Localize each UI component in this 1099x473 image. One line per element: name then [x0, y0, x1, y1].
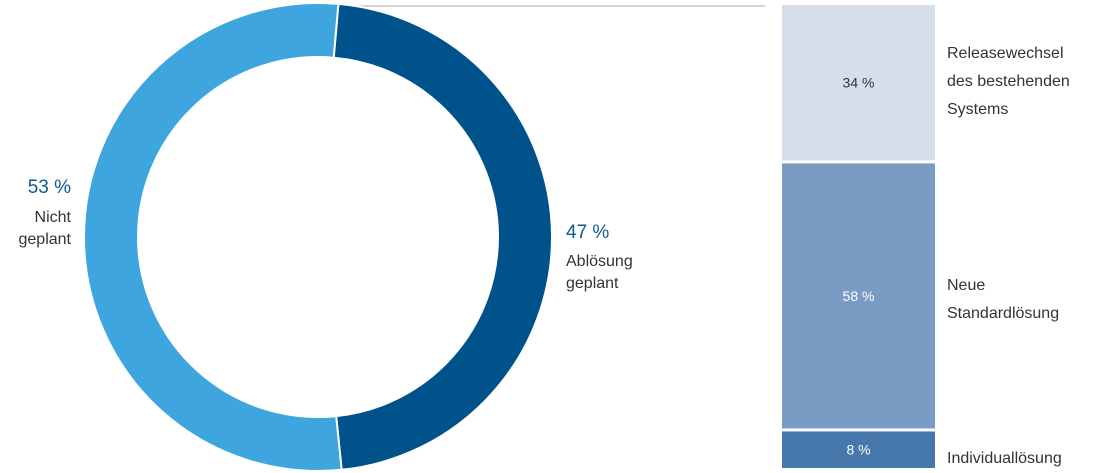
- stacked-bar: 34 % 58 % 8 %: [782, 5, 935, 468]
- segment-value-label: 58 %: [843, 288, 875, 304]
- segment-category-label: Individuallösung: [947, 450, 1062, 467]
- slice-category-label: geplant: [19, 231, 72, 248]
- donut-slice: [332, 2, 553, 471]
- bar-segment: [782, 163, 935, 429]
- slice-category-label: Nicht: [35, 209, 72, 226]
- donut-labels: 47 % Ablösung geplant 53 % Nicht geplant: [19, 177, 633, 292]
- segment-category-label: Releasewechsel: [947, 45, 1064, 62]
- slice-value-label: 47 %: [566, 222, 609, 243]
- segment-category-label: Systems: [947, 101, 1008, 118]
- bar-segment: [782, 5, 935, 161]
- stacked-bar-labels: Releasewechsel des bestehenden Systems N…: [947, 45, 1070, 467]
- bar-segment: [782, 431, 935, 468]
- segment-category-label: Neue: [947, 277, 985, 294]
- donut-chart: [83, 2, 553, 472]
- slice-value-label: 53 %: [28, 177, 71, 198]
- segment-category-label: Standardlösung: [947, 305, 1059, 322]
- donut-slice: [83, 2, 343, 472]
- segment-category-label: des bestehenden: [947, 73, 1070, 90]
- slice-category-label: Ablösung: [566, 253, 633, 270]
- slice-category-label: geplant: [566, 275, 619, 292]
- segment-value-label: 8 %: [846, 442, 870, 458]
- segment-value-label: 34 %: [843, 75, 875, 91]
